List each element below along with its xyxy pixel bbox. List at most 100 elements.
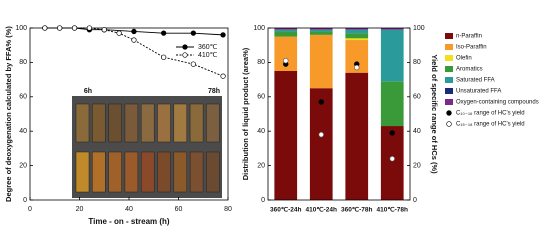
x-tick-label: 20 <box>76 206 84 213</box>
bar-segment <box>309 31 333 35</box>
bar-segment <box>309 28 333 30</box>
point <box>131 37 137 43</box>
legend-label: n-Paraffin <box>456 34 482 40</box>
y-tick-label: 60 <box>19 94 27 101</box>
point <box>160 54 167 60</box>
annotation: 78h <box>208 88 220 95</box>
legend-swatch <box>445 44 453 50</box>
y-tick-label: 0 <box>261 197 265 204</box>
vials <box>75 103 220 193</box>
legend-marker <box>446 121 452 127</box>
y-tick-label: 100 <box>15 25 27 32</box>
point <box>71 25 78 31</box>
legend-label: Unsaturated FFA <box>456 89 501 95</box>
bar-segment <box>274 71 298 200</box>
vial <box>75 103 90 143</box>
point <box>190 30 197 36</box>
x-tick-label: 360℃-24h <box>270 206 302 214</box>
point <box>389 130 395 136</box>
legend-label: C₁₀₋₁₆ range of HC's yield <box>456 111 525 117</box>
point <box>190 61 197 67</box>
point <box>220 73 226 79</box>
legend-swatch <box>445 55 453 61</box>
y2-tick-label: 80 <box>413 59 421 66</box>
series-line <box>44 27 224 77</box>
bar-segment <box>345 38 369 41</box>
y-tick-label: 80 <box>19 59 27 66</box>
legend-label: Iso-Paraffin <box>456 45 487 51</box>
bar-segment <box>345 28 369 30</box>
legend-label: Oxygen-containing compounds <box>456 100 539 106</box>
vial <box>189 103 204 143</box>
point <box>318 99 324 105</box>
y-tick-label: 20 <box>19 162 27 169</box>
y2-tick-label: 60 <box>413 94 421 101</box>
point <box>354 64 360 71</box>
y-tick-label: 40 <box>19 128 27 135</box>
y-tick-label: 60 <box>257 94 265 101</box>
point <box>220 32 226 38</box>
bar-segment <box>345 72 369 200</box>
bar-segment <box>380 81 404 127</box>
vial <box>140 151 155 193</box>
point <box>86 25 93 31</box>
legend-label: Saturated FFA <box>456 78 495 84</box>
point <box>57 25 63 31</box>
bar-segment <box>274 36 298 71</box>
point <box>389 156 395 162</box>
legend-label: Aromatics <box>456 67 483 73</box>
legend-label: 410℃ <box>198 52 218 59</box>
bar-segment <box>309 88 333 200</box>
x-tick-label: 60 <box>175 206 183 213</box>
y2-tick-label: 0 <box>413 197 417 204</box>
vial <box>157 151 171 193</box>
vial <box>124 103 139 143</box>
bar-segment <box>345 33 369 39</box>
point <box>160 30 167 36</box>
vial <box>157 103 171 143</box>
y-axis-label: Degree of deoxygenation calculated by FF… <box>4 26 13 202</box>
vial <box>75 151 90 193</box>
legend-swatch <box>445 77 453 83</box>
vial <box>92 151 106 193</box>
bar-segment <box>345 29 369 34</box>
y-tick-label: 100 <box>253 25 265 32</box>
bar-segment <box>309 34 333 89</box>
x-tick-label: 410℃-78h <box>376 206 408 214</box>
legend-label: C₁₅₋₁₈ range of HC's yield <box>456 122 525 128</box>
bar-segment <box>309 29 333 32</box>
legend-swatch <box>445 66 453 72</box>
point <box>131 28 137 35</box>
vial <box>92 103 106 143</box>
point <box>101 27 107 33</box>
point <box>283 57 289 64</box>
vial <box>206 103 220 143</box>
legend-swatch <box>445 33 453 39</box>
legend-swatch <box>445 99 453 105</box>
vial <box>108 151 122 193</box>
bar-segment <box>274 31 298 37</box>
annotation: 6h <box>84 88 92 95</box>
bar-segment <box>274 28 298 30</box>
plot-frame <box>267 27 411 201</box>
point <box>116 30 122 36</box>
vial <box>206 151 220 193</box>
x-axis-label: Time - on - stream (h) <box>88 217 170 226</box>
legend-marker <box>446 110 452 116</box>
bar-segment <box>380 28 404 30</box>
x-tick-label: 40 <box>125 206 133 213</box>
legend-swatch <box>445 88 453 94</box>
y2-axis-label: Yield of specific range of HCs (%) <box>430 54 439 174</box>
vial <box>140 103 155 143</box>
legend-label: 360℃ <box>198 44 218 51</box>
vial <box>124 151 139 193</box>
annotation: 410℃ <box>50 184 70 191</box>
bar-segment <box>380 126 404 200</box>
bar-segment <box>380 29 404 82</box>
y2-tick-label: 40 <box>413 128 421 135</box>
point <box>318 131 324 138</box>
annotation: 360℃ <box>50 139 70 146</box>
y-tick-label: 80 <box>257 59 265 66</box>
y-axis-label: Distribution of liquid product (area%) <box>241 47 250 180</box>
